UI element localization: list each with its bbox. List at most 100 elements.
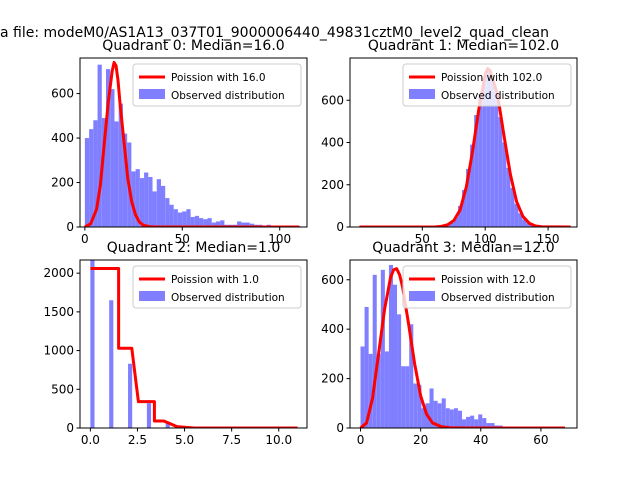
y-tick-label: 600 bbox=[321, 93, 344, 107]
histogram-bar bbox=[241, 222, 246, 227]
histogram-bar bbox=[156, 179, 161, 227]
histogram-bar bbox=[93, 120, 98, 227]
histogram-bar bbox=[409, 324, 414, 428]
histogram-bar bbox=[482, 79, 487, 227]
histogram-bar bbox=[429, 388, 434, 428]
histogram-bar bbox=[522, 219, 527, 227]
histogram-bar bbox=[135, 169, 140, 227]
x-tick-label: 0.0 bbox=[81, 433, 100, 447]
histogram-bar bbox=[470, 144, 475, 227]
histogram-bar bbox=[182, 211, 187, 227]
y-tick-label: 0 bbox=[66, 421, 74, 435]
histogram-bar bbox=[97, 64, 102, 227]
legend-bar-swatch bbox=[409, 89, 435, 99]
histogram-bar bbox=[458, 205, 463, 227]
histogram-bar bbox=[114, 121, 119, 227]
histogram-bar bbox=[462, 190, 467, 227]
histogram-bar bbox=[90, 260, 95, 428]
histogram-bar bbox=[186, 209, 191, 227]
histogram-bar bbox=[211, 222, 216, 227]
legend-box bbox=[402, 265, 572, 309]
histogram-bar bbox=[397, 314, 402, 428]
axes-frame bbox=[349, 259, 578, 429]
histogram-bar bbox=[457, 410, 462, 428]
x-tick-label: 100 bbox=[474, 232, 497, 246]
axes-frame bbox=[79, 259, 308, 429]
histogram-bar bbox=[486, 70, 491, 227]
histogram-bar bbox=[169, 204, 174, 227]
y-tick-label: 200 bbox=[51, 176, 74, 190]
x-tick-label: 2.5 bbox=[128, 433, 147, 447]
histogram-bar bbox=[388, 264, 393, 428]
histogram-bar bbox=[110, 89, 115, 227]
legend: Poission with 1.0 Observed distribution bbox=[132, 265, 302, 309]
y-tick-label: 1500 bbox=[43, 305, 74, 319]
histogram-bar bbox=[101, 118, 107, 227]
histogram-bar bbox=[118, 103, 123, 227]
panel-title: Quadrant 3: Median=12.0 bbox=[372, 240, 554, 256]
panel-quadrant-0: 0 50 100 0 200 400 600 Quadrant 0: Median=16.0 P… bbox=[51, 38, 308, 246]
legend: Poission with 12.0 Observed distribution bbox=[402, 265, 572, 309]
y-tick-label: 0 bbox=[336, 220, 344, 234]
histogram-bar bbox=[417, 384, 422, 428]
histogram-bar bbox=[220, 220, 225, 227]
histogram-bar bbox=[380, 269, 385, 428]
histogram-bar bbox=[470, 415, 475, 428]
x-tick-label: 5.0 bbox=[175, 433, 194, 447]
legend-bar-swatch bbox=[409, 291, 435, 301]
histogram-bar bbox=[474, 419, 479, 428]
histogram-bar bbox=[518, 213, 523, 227]
histogram-bar bbox=[173, 209, 178, 227]
histogram-bar bbox=[478, 414, 483, 428]
legend-label-observed: Observed distribution bbox=[441, 292, 555, 304]
histogram-bar bbox=[486, 423, 491, 428]
x-tick-label: 100 bbox=[268, 232, 291, 246]
plot-area bbox=[90, 260, 298, 428]
histogram-bar bbox=[139, 178, 145, 227]
histogram-bar bbox=[466, 416, 471, 428]
histogram-bar bbox=[128, 363, 133, 428]
panel-title: Quadrant 1: Median=102.0 bbox=[368, 38, 559, 54]
legend-box bbox=[132, 265, 302, 309]
histogram-bar bbox=[177, 212, 183, 227]
histogram-bar bbox=[368, 353, 373, 428]
histogram-bar bbox=[445, 408, 450, 428]
histogram-bar bbox=[510, 187, 515, 227]
y-tick-label: 200 bbox=[321, 372, 344, 386]
x-tick-label: 7.5 bbox=[222, 433, 241, 447]
legend: Poission with 16.0 Observed distribution bbox=[132, 63, 302, 107]
histogram-bar bbox=[245, 222, 250, 227]
y-tick-label: 0 bbox=[336, 421, 344, 435]
y-tick-label: 400 bbox=[321, 322, 344, 336]
y-tick-label: 1000 bbox=[43, 344, 74, 358]
legend-label-poisson: Poission with 102.0 bbox=[441, 72, 542, 84]
histogram-bar bbox=[203, 219, 208, 227]
x-tick-label: 20 bbox=[413, 433, 428, 447]
histogram-bar bbox=[490, 74, 495, 227]
legend-label-poisson: Poission with 12.0 bbox=[441, 274, 536, 286]
panel-title: Quadrant 2: Median=1.0 bbox=[107, 240, 281, 256]
legend-label-observed: Observed distribution bbox=[441, 90, 555, 102]
histogram-bar bbox=[526, 223, 531, 227]
histogram-bar bbox=[165, 421, 170, 428]
legend: Poission with 102.0 Observed distribution bbox=[402, 63, 572, 107]
plot-area bbox=[84, 60, 301, 227]
histogram-bar bbox=[89, 129, 94, 227]
y-tick-label: 400 bbox=[51, 131, 74, 145]
figure-suptitle: a file: modeM0/AS1A13_037T01_9000006440_… bbox=[0, 25, 549, 41]
y-tick-label: 600 bbox=[321, 273, 344, 287]
axes-frame bbox=[79, 57, 308, 228]
histogram-bar bbox=[372, 274, 377, 428]
histogram-bar bbox=[433, 400, 438, 428]
histogram-bar bbox=[364, 306, 369, 428]
histogram-bar bbox=[478, 93, 483, 227]
legend-label-observed: Observed distribution bbox=[171, 292, 285, 304]
legend-bar-swatch bbox=[139, 89, 165, 99]
histogram-bar bbox=[207, 218, 212, 227]
legend-label-observed: Observed distribution bbox=[171, 90, 285, 102]
histogram-bar bbox=[148, 176, 153, 227]
histogram-bar bbox=[494, 91, 499, 227]
plot-area bbox=[359, 264, 565, 428]
x-tick-label: 0 bbox=[357, 433, 365, 447]
